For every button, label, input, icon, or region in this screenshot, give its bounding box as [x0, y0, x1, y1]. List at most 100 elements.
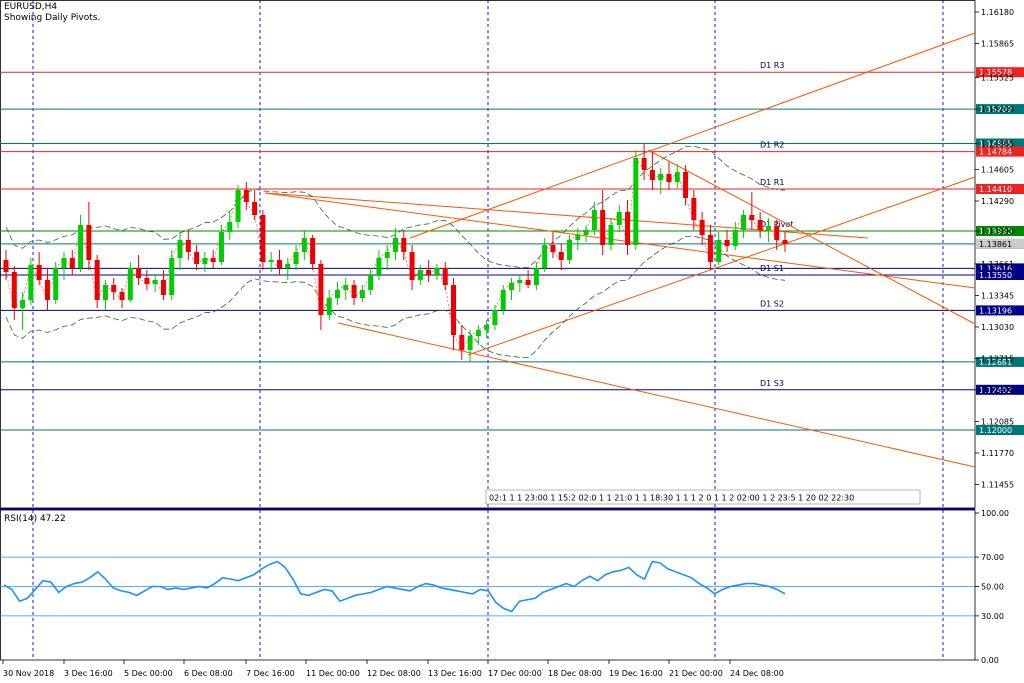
candle-body-41: [343, 285, 349, 290]
pivot-price-box-11: [976, 384, 1024, 395]
rsi-tick-label-1: 70.00: [981, 553, 1004, 562]
candle-body-26: [218, 232, 224, 262]
price-tick-label-1: 1.15865: [981, 40, 1014, 49]
lower-band: [5, 235, 786, 358]
time-tick-label-12: 24 Dec 08:00: [730, 669, 784, 678]
candle-body-31: [260, 215, 266, 262]
candle-body-43: [359, 290, 365, 298]
time-strip-text: 02:1 1 1 23:00 1 15:2 02:0 1 1 21:0 1 1 …: [489, 494, 854, 503]
pivot-price-box-10: [976, 356, 1024, 367]
candle-body-90: [749, 215, 755, 220]
candle-body-60: [500, 290, 506, 310]
candle-body-34: [285, 264, 291, 268]
chart-subtitle: Showing Daily Pivots.: [4, 13, 101, 23]
candle-body-68: [567, 240, 573, 260]
pivot-price-label-3: 1.14784: [979, 148, 1012, 157]
pivot-price-label-1: 1.15209: [979, 105, 1012, 114]
candle-body-70: [583, 230, 589, 235]
pivot-price-label-4: 1.14410: [979, 185, 1012, 194]
price-tick-label-10: 1.13030: [981, 323, 1014, 332]
candle-body-13: [111, 285, 117, 292]
pivot-price-box-1: [976, 104, 1024, 115]
candle-body-19: [160, 280, 166, 295]
time-tick-label-2: 5 Dec 00:00: [124, 669, 173, 678]
price-tick-label-14: 1.11770: [981, 449, 1014, 458]
trend-lines: [264, 32, 976, 468]
candle-body-20: [169, 258, 175, 295]
pivot-name-8: D1 S1: [760, 264, 784, 273]
time-axis: 30 Nov 2018 3 Dec 16:00 5 Dec 00:00 6 Dec 0…: [2, 660, 784, 678]
candlestick-series: [3, 144, 788, 362]
candle-body-61: [509, 283, 515, 290]
candle-body-93: [774, 226, 780, 240]
candle-body-76: [633, 158, 639, 245]
candle-body-28: [235, 190, 241, 222]
price-tick-label-11: 1.12715: [981, 355, 1014, 364]
candle-body-85: [707, 235, 713, 262]
candle-body-9: [78, 225, 84, 268]
candle-body-23: [194, 252, 200, 264]
pivot-price-box-4: [976, 184, 1024, 194]
pivot-price-label-10: 1.12681: [979, 358, 1012, 367]
pivot-name-3: D1 R2: [760, 141, 784, 150]
pivot-price-box-9: [976, 305, 1024, 316]
pivot-name-0: D1 R3: [760, 61, 784, 70]
candle-body-35: [293, 252, 299, 264]
candle-body-63: [525, 280, 531, 285]
candle-body-37: [310, 238, 316, 264]
time-tick-label-0: 30 Nov 2018: [3, 669, 54, 678]
current-price-label: 1.13861: [979, 240, 1012, 249]
candle-body-11: [94, 260, 100, 300]
pivot-price-box-3: [976, 146, 1024, 157]
candle-body-62: [517, 280, 523, 283]
candle-body-7: [61, 258, 67, 268]
candle-body-47: [393, 238, 398, 252]
candle-body-3: [28, 265, 34, 300]
time-tick-label-9: 18 Dec 08:00: [548, 669, 602, 678]
candle-body-83: [691, 198, 697, 220]
candle-body-53: [442, 268, 448, 285]
candle-body-14: [119, 292, 125, 300]
rsi-tick-label-0: 100.00: [981, 509, 1009, 518]
candle-body-36: [301, 238, 307, 252]
candle-body-59: [492, 310, 498, 325]
candle-body-57: [475, 330, 481, 336]
candle-body-81: [674, 172, 680, 182]
candle-body-50: [417, 270, 423, 280]
candle-body-38: [318, 264, 324, 315]
candle-body-58: [484, 325, 490, 330]
candle-body-21: [177, 240, 183, 258]
price-tick-label-13: 1.12085: [981, 418, 1014, 427]
rsi-tick-label-4: 0.00: [981, 656, 999, 665]
chart-symbol-title: EURUSD,H4: [4, 2, 58, 12]
price-axis: 1.16180 1.15865 1.15525 1.15209 1.14865 1.146…: [975, 8, 1024, 490]
trend-line-0: [264, 192, 976, 289]
candle-body-12: [102, 285, 108, 300]
trend-line-3: [264, 192, 869, 239]
candle-body-65: [542, 245, 548, 268]
candle-body-79: [658, 174, 664, 180]
candle-body-10: [86, 225, 92, 260]
pivot-price-label-8: 1.13550: [979, 271, 1012, 280]
price-tick-label-3: 1.15209: [981, 105, 1014, 114]
candle-body-44: [368, 275, 374, 290]
price-tick-label-12: 1.12400: [981, 386, 1014, 395]
candle-body-30: [252, 202, 258, 215]
candle-body-24: [202, 258, 208, 264]
pivot-name-4: D1 R1: [760, 178, 784, 187]
candle-body-46: [384, 252, 390, 258]
price-tick-label-9: 1.13345: [981, 292, 1014, 301]
time-tick-label-4: 7 Dec 16:00: [246, 669, 295, 678]
candle-body-64: [533, 268, 539, 285]
trend-line-2: [467, 176, 976, 356]
candle-body-77: [641, 158, 647, 170]
candle-body-18: [152, 280, 158, 284]
pivot-price-label-9: 1.13196: [979, 306, 1012, 315]
trend-line-4: [409, 32, 976, 239]
pivot-price-label-11: 1.12402: [979, 386, 1012, 395]
time-tick-label-6: 12 Dec 08:00: [367, 669, 421, 678]
price-tick-label-0: 1.16180: [981, 8, 1014, 17]
candle-body-69: [575, 235, 581, 240]
candle-body-71: [591, 210, 597, 230]
